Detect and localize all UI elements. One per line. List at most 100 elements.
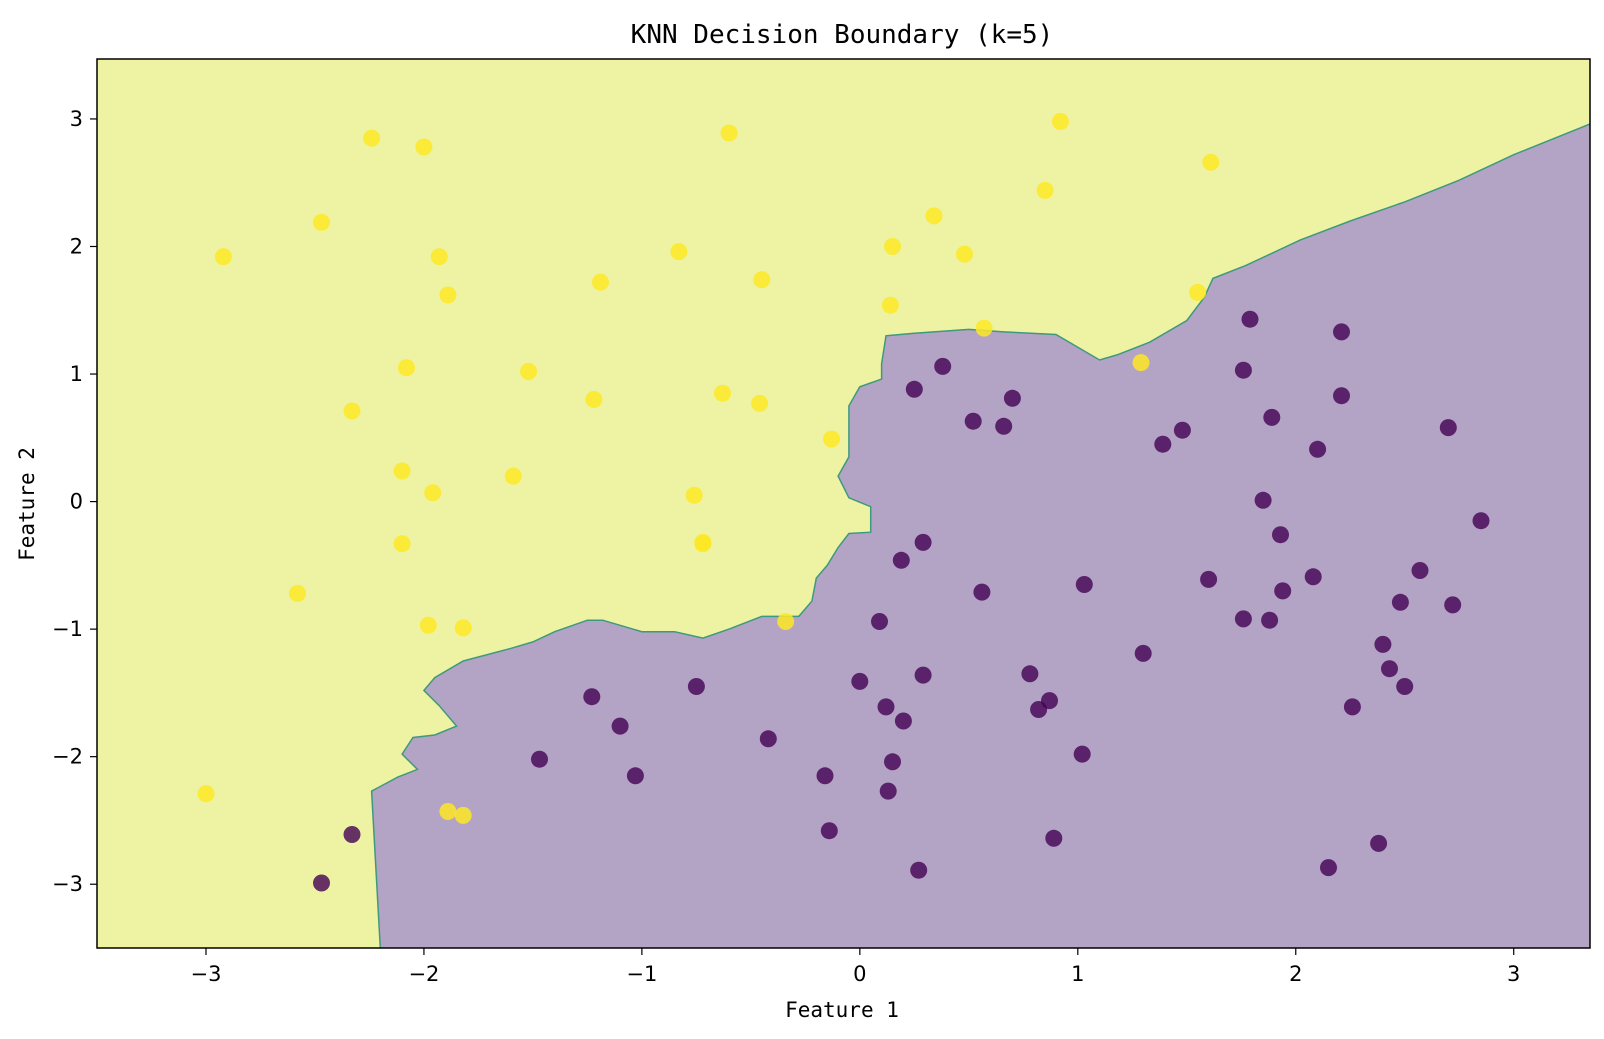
point-purple-16 — [894, 712, 912, 730]
point-yellow-9 — [398, 359, 415, 377]
point-yellow-8 — [439, 286, 457, 304]
point-purple-42 — [1272, 526, 1289, 544]
point-purple-20 — [914, 666, 932, 684]
point-purple-9 — [820, 822, 838, 840]
point-purple-10 — [851, 672, 869, 690]
point-purple-5 — [626, 767, 644, 785]
plot-area — [96, 58, 1591, 949]
point-purple-24 — [995, 417, 1013, 435]
point-yellow-32 — [881, 296, 899, 314]
y-tick-label: 0 — [70, 490, 83, 514]
point-purple-55 — [1411, 562, 1429, 579]
x-tick-label: 3 — [1507, 962, 1520, 986]
point-yellow-33 — [925, 207, 943, 225]
point-purple-26 — [1021, 665, 1039, 683]
y-axis-label: Feature 2 — [15, 447, 39, 561]
point-purple-13 — [879, 782, 897, 800]
point-yellow-22 — [720, 124, 738, 142]
point-yellow-28 — [694, 533, 712, 551]
point-yellow-26 — [685, 486, 703, 504]
region-class-purple — [371, 124, 1591, 948]
point-yellow-29 — [777, 613, 795, 630]
point-yellow-39 — [1189, 283, 1207, 301]
point-purple-45 — [1309, 440, 1327, 458]
point-yellow-36 — [1036, 181, 1054, 199]
point-yellow-17 — [520, 363, 538, 380]
point-purple-46 — [1320, 859, 1337, 877]
y-tick-label: 3 — [70, 107, 83, 131]
point-yellow-30 — [823, 430, 840, 448]
point-yellow-24 — [714, 384, 731, 402]
point-purple-11 — [871, 613, 888, 630]
point-purple-12 — [877, 698, 895, 716]
point-purple-23 — [973, 583, 991, 601]
y-tick-label: −2 — [52, 745, 83, 769]
point-purple-37 — [1234, 361, 1252, 379]
point-yellow-35 — [975, 319, 993, 337]
x-tick-label: −3 — [190, 962, 221, 986]
point-purple-22 — [964, 412, 982, 430]
point-yellow-13 — [419, 616, 437, 634]
y-tick-label: −1 — [52, 617, 83, 641]
x-tick-label: 0 — [853, 962, 866, 986]
point-yellow-11 — [424, 484, 442, 502]
point-purple-0 — [343, 826, 361, 843]
point-purple-58 — [1472, 512, 1490, 530]
x-tick-label: 1 — [1071, 962, 1084, 986]
point-purple-18 — [910, 861, 928, 879]
x-tick-label: −2 — [408, 962, 439, 986]
chart-title: KNN Decision Boundary (k=5) — [631, 20, 1054, 50]
point-yellow-38 — [1132, 354, 1150, 372]
point-yellow-7 — [430, 248, 448, 266]
point-purple-40 — [1261, 611, 1279, 629]
point-yellow-12 — [393, 535, 411, 553]
point-purple-47 — [1333, 323, 1350, 341]
point-yellow-25 — [751, 394, 769, 412]
point-yellow-15 — [439, 803, 457, 820]
point-yellow-40 — [1202, 153, 1220, 171]
decision-boundary-line — [370, 123, 1591, 949]
point-yellow-10 — [393, 462, 411, 480]
point-purple-38 — [1241, 310, 1259, 328]
point-purple-36 — [1234, 610, 1252, 628]
y-axis-ticks: −3 −2 −1 0 1 2 3 — [52, 107, 97, 896]
point-purple-8 — [816, 767, 834, 785]
point-yellow-2 — [289, 584, 306, 602]
point-purple-54 — [1396, 678, 1414, 695]
point-purple-25 — [1003, 389, 1021, 407]
point-purple-41 — [1263, 408, 1281, 426]
point-purple-28 — [1041, 692, 1058, 710]
point-yellow-34 — [956, 245, 973, 263]
point-yellow-20 — [585, 391, 603, 408]
point-purple-51 — [1374, 635, 1392, 653]
point-purple-48 — [1333, 387, 1350, 405]
point-yellow-6 — [415, 138, 433, 156]
point-yellow-23 — [753, 271, 771, 289]
point-yellow-31 — [884, 238, 901, 255]
point-purple-53 — [1391, 593, 1409, 611]
point-purple-39 — [1254, 491, 1272, 509]
point-yellow-21 — [670, 243, 688, 261]
point-yellow-0 — [214, 248, 232, 266]
point-purple-43 — [1274, 582, 1292, 600]
point-purple-30 — [1073, 745, 1091, 763]
x-axis-ticks: −3 −2 −1 0 1 2 3 — [190, 948, 1520, 986]
point-purple-3 — [583, 688, 601, 706]
point-purple-21 — [934, 357, 952, 375]
y-tick-label: −3 — [52, 872, 83, 896]
point-purple-17 — [905, 380, 923, 398]
point-purple-44 — [1304, 568, 1322, 586]
point-purple-49 — [1343, 698, 1361, 716]
point-purple-29 — [1045, 829, 1063, 847]
point-yellow-4 — [363, 129, 381, 147]
point-yellow-18 — [504, 467, 522, 485]
point-yellow-14 — [454, 619, 472, 637]
point-purple-7 — [759, 730, 777, 748]
point-yellow-3 — [313, 213, 330, 231]
point-purple-6 — [687, 678, 705, 695]
point-purple-50 — [1370, 834, 1388, 852]
point-purple-52 — [1381, 660, 1398, 678]
plot-frame — [96, 58, 1591, 949]
point-purple-4 — [611, 717, 629, 735]
